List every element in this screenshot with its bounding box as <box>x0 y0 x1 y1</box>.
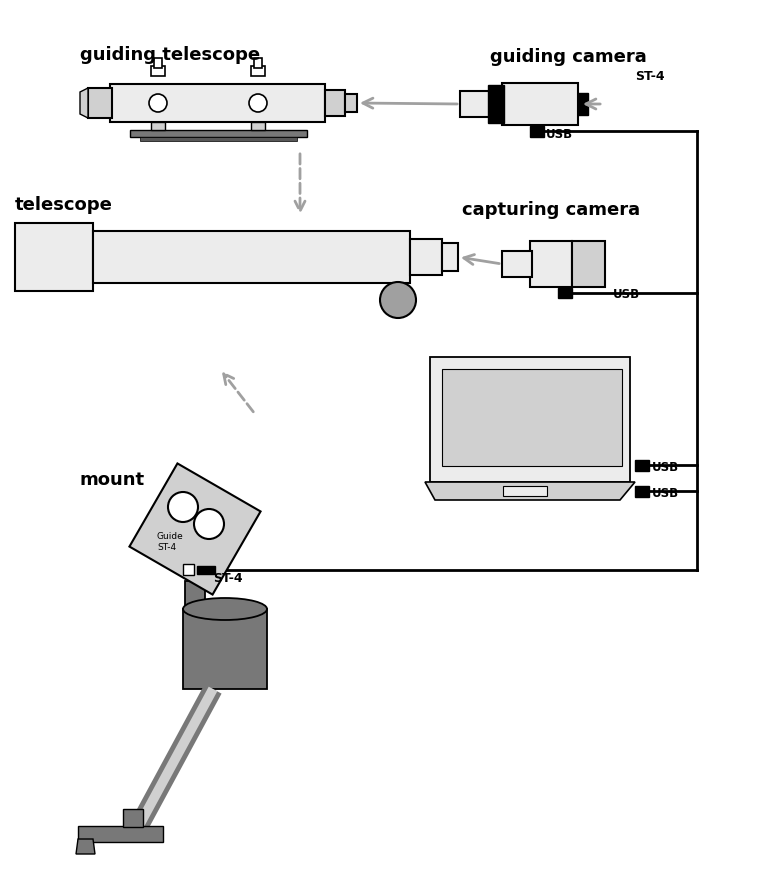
Text: capturing camera: capturing camera <box>462 201 640 219</box>
Text: guiding camera: guiding camera <box>490 48 647 66</box>
Polygon shape <box>425 482 635 500</box>
Ellipse shape <box>149 95 167 113</box>
Polygon shape <box>76 839 95 854</box>
Bar <box>151 67 165 77</box>
Polygon shape <box>80 89 88 119</box>
Bar <box>502 252 532 277</box>
Bar <box>251 123 265 131</box>
Bar <box>93 232 410 284</box>
Bar <box>635 460 649 471</box>
Bar <box>503 486 547 496</box>
Text: Guide
ST-4: Guide ST-4 <box>157 531 184 551</box>
Text: mount: mount <box>80 471 145 488</box>
Bar <box>572 241 605 288</box>
Bar <box>110 85 325 123</box>
Ellipse shape <box>168 493 198 522</box>
Bar <box>635 486 649 498</box>
Bar <box>197 566 215 574</box>
Bar <box>530 241 572 288</box>
Ellipse shape <box>183 598 267 620</box>
Bar <box>183 609 267 689</box>
Bar <box>442 370 622 466</box>
Text: USB: USB <box>546 128 573 140</box>
Bar <box>530 126 544 138</box>
Text: guiding telescope: guiding telescope <box>80 46 260 64</box>
Bar <box>183 565 194 575</box>
Text: USB: USB <box>652 460 679 473</box>
Bar <box>154 59 162 68</box>
Ellipse shape <box>194 509 224 539</box>
Bar <box>140 138 297 142</box>
Polygon shape <box>430 357 630 482</box>
Bar <box>345 95 357 113</box>
Bar <box>325 91 345 117</box>
Text: ST-4: ST-4 <box>635 70 664 83</box>
Bar <box>460 92 490 118</box>
Bar <box>578 94 588 116</box>
Polygon shape <box>129 464 261 595</box>
Text: ST-4: ST-4 <box>213 572 243 585</box>
Ellipse shape <box>249 95 267 113</box>
Bar <box>123 810 143 827</box>
Ellipse shape <box>380 283 416 319</box>
Bar <box>502 84 578 126</box>
Bar <box>151 123 165 131</box>
Bar <box>15 224 93 291</box>
Bar <box>410 240 442 276</box>
Bar <box>130 131 307 138</box>
Bar <box>251 67 265 77</box>
Text: USB: USB <box>652 486 679 500</box>
Bar <box>558 289 572 299</box>
Bar <box>488 86 504 124</box>
Bar <box>442 244 458 271</box>
Text: USB: USB <box>613 288 640 300</box>
Polygon shape <box>78 826 163 842</box>
Bar <box>88 89 112 119</box>
Bar <box>185 581 205 651</box>
Bar <box>254 59 262 68</box>
Text: telescope: telescope <box>15 196 113 213</box>
